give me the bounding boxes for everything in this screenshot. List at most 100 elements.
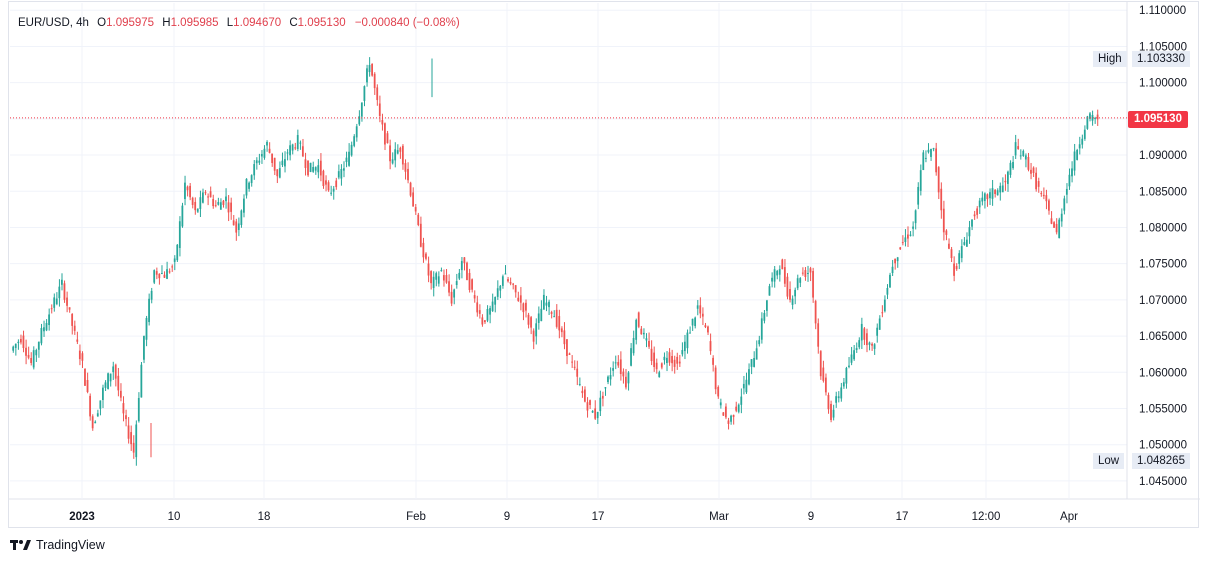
candle-body-up bbox=[366, 68, 368, 83]
candle-body-down bbox=[63, 283, 66, 300]
candle-body-up bbox=[360, 102, 363, 117]
candle-body-down bbox=[571, 361, 573, 363]
candle-body-down bbox=[30, 358, 33, 364]
candle-body-up bbox=[358, 116, 361, 125]
candle-body-up bbox=[314, 167, 317, 171]
candle-body-up bbox=[983, 193, 986, 201]
candle-body-down bbox=[158, 273, 161, 279]
candle-body-down bbox=[71, 313, 74, 326]
candle-body-up bbox=[45, 322, 48, 331]
candle-body-down bbox=[1032, 167, 1035, 174]
candle-body-up bbox=[540, 308, 543, 322]
candle-body-up bbox=[845, 367, 848, 384]
y-tick-label: 1.100000 bbox=[1139, 78, 1187, 90]
candle-body-up bbox=[112, 366, 115, 373]
candle-body-down bbox=[389, 145, 391, 162]
candle-body-down bbox=[189, 185, 191, 198]
candle-body-up bbox=[632, 337, 635, 354]
candle-body-up bbox=[1006, 171, 1009, 184]
candle-body-up bbox=[104, 382, 107, 388]
candle-body-down bbox=[671, 356, 673, 364]
candle-body-up bbox=[873, 344, 876, 349]
tradingview-logo-icon bbox=[10, 540, 31, 550]
candle-body-down bbox=[471, 279, 473, 290]
candle-body-down bbox=[594, 408, 597, 419]
candle-body-up bbox=[43, 327, 45, 332]
candle-body-up bbox=[32, 350, 35, 368]
candle-body-up bbox=[266, 141, 268, 146]
candle-body-up bbox=[609, 375, 612, 380]
candle-body-up bbox=[102, 387, 104, 401]
chart-frame[interactable]: 1.045000 1.050000 1.055000 1.060000 1.065000… bbox=[8, 1, 1200, 529]
candle-body-up bbox=[1060, 213, 1063, 222]
y-tick-label: 1.070000 bbox=[1139, 295, 1187, 307]
candle-body-down bbox=[307, 160, 309, 176]
candle-body-down bbox=[1037, 181, 1040, 187]
candle-body-down bbox=[325, 180, 327, 185]
candle-body-up bbox=[691, 318, 694, 326]
candle-body-up bbox=[758, 340, 761, 345]
chart-canvas[interactable]: 1.045000 1.050000 1.055000 1.060000 1.065000… bbox=[9, 2, 1200, 529]
candle-body-down bbox=[986, 194, 989, 200]
candle-body-down bbox=[560, 328, 563, 333]
candle-body-down bbox=[473, 295, 476, 299]
candle-body-up bbox=[807, 272, 809, 274]
last-price-flag: 1.095130 bbox=[1128, 111, 1188, 128]
candle-body-down bbox=[50, 308, 53, 310]
candle-body-up bbox=[58, 286, 61, 299]
candle-body-down bbox=[327, 182, 330, 191]
candle-body-up bbox=[868, 342, 871, 345]
x-tick-label: 9 bbox=[808, 511, 814, 523]
x-tick-label: 9 bbox=[504, 511, 510, 523]
candle-body-down bbox=[335, 180, 338, 188]
y-tick-label: 1.090000 bbox=[1139, 150, 1187, 162]
candle-body-up bbox=[337, 171, 340, 178]
y-tick-label: 1.085000 bbox=[1139, 186, 1187, 198]
candle-body-up bbox=[763, 312, 766, 321]
candle-body-down bbox=[709, 341, 712, 352]
candle-body-up bbox=[681, 350, 684, 355]
candle-body-up bbox=[927, 149, 930, 153]
candle-body-down bbox=[789, 289, 791, 300]
candle-body-down bbox=[450, 291, 453, 304]
candle-body-down bbox=[448, 281, 450, 293]
candle-body-up bbox=[437, 276, 440, 284]
candle-body-down bbox=[655, 362, 658, 370]
candle-body-down bbox=[191, 197, 194, 205]
candle-body-up bbox=[299, 142, 302, 144]
candle-body-up bbox=[296, 135, 299, 150]
high-value: 1.095985 bbox=[170, 17, 219, 29]
candle-body-down bbox=[132, 442, 135, 453]
candle-body-down bbox=[648, 340, 650, 347]
candle-body-down bbox=[1004, 180, 1007, 183]
candle-body-down bbox=[717, 387, 720, 397]
candle-body-up bbox=[909, 234, 912, 236]
candle-body-up bbox=[978, 200, 981, 208]
open-label: O bbox=[97, 17, 107, 29]
candle-body-down bbox=[1055, 223, 1058, 233]
candle-body-up bbox=[96, 413, 99, 417]
candle-body-down bbox=[901, 242, 904, 244]
candle-body-down bbox=[701, 313, 704, 317]
candle-body-down bbox=[304, 159, 307, 168]
candle-body-up bbox=[930, 149, 932, 157]
candle-body-down bbox=[819, 351, 822, 377]
candle-body-up bbox=[1014, 142, 1017, 156]
candle-body-down bbox=[899, 247, 902, 250]
candle-body-up bbox=[289, 145, 291, 156]
candle-body-up bbox=[363, 86, 366, 101]
candle-body-up bbox=[368, 65, 371, 73]
tradingview-attribution[interactable]: TradingView bbox=[10, 538, 105, 552]
ohlc-legend: EUR/USD, 4h O1.095975 H1.095985 L1.09467… bbox=[18, 17, 460, 29]
candle-body-up bbox=[853, 350, 855, 360]
candle-body-up bbox=[181, 205, 184, 227]
candle-body-down bbox=[319, 160, 322, 176]
candle-body-up bbox=[55, 298, 58, 305]
low-tag-label: Low bbox=[1093, 453, 1125, 469]
candle-body-down bbox=[586, 402, 589, 411]
candle-body-up bbox=[504, 273, 507, 275]
y-tick-label: 1.050000 bbox=[1139, 440, 1187, 452]
x-tick-label: Apr bbox=[1060, 511, 1078, 523]
candle-body-up bbox=[391, 159, 394, 164]
candle-body-down bbox=[935, 148, 938, 173]
